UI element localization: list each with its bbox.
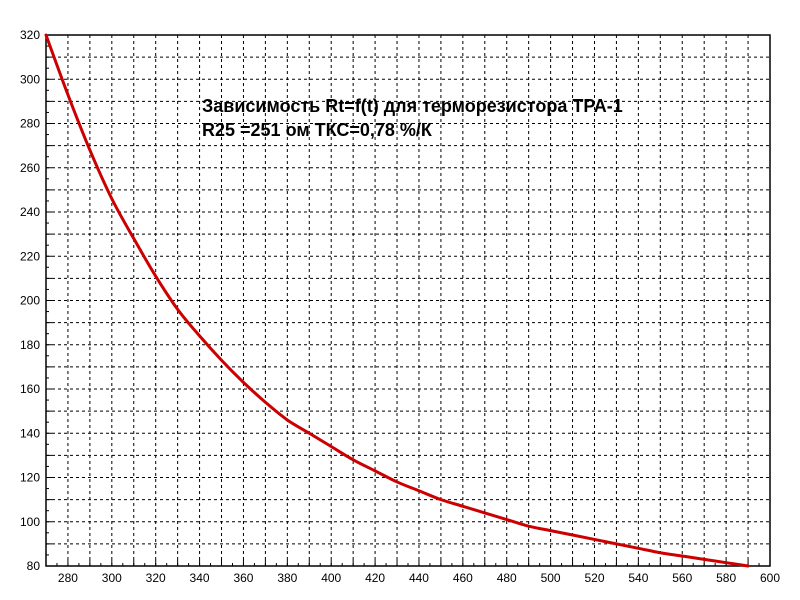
chart-title-line-2: R25 =251 ом ТКС=0,78 %/К xyxy=(202,120,433,140)
minor-grid xyxy=(45,34,771,567)
x-tick-label: 500 xyxy=(541,571,561,585)
y-tick-label: 160 xyxy=(20,382,40,396)
x-tick-label: 540 xyxy=(628,571,648,585)
y-tick-label: 280 xyxy=(20,117,40,131)
tick-marks xyxy=(45,34,771,567)
chart-title: Зависимость Rt=f(t) для терморезистора Т… xyxy=(202,96,623,140)
x-tick-label: 580 xyxy=(716,571,736,585)
x-tick-label: 440 xyxy=(409,571,429,585)
y-tick-label: 240 xyxy=(20,205,40,219)
y-tick-label: 220 xyxy=(20,249,40,263)
y-tick-label: 260 xyxy=(20,161,40,175)
x-tick-label: 360 xyxy=(233,571,253,585)
chart-title-line-1: Зависимость Rt=f(t) для терморезистора Т… xyxy=(202,96,623,116)
y-tick-label: 320 xyxy=(20,28,40,42)
y-tick-label: 120 xyxy=(20,471,40,485)
x-tick-label: 460 xyxy=(453,571,473,585)
y-tick-labels: 80 100 120 140 160 180 200 220 240 260 280 300 320 xyxy=(20,28,40,573)
x-tick-label: 280 xyxy=(58,571,78,585)
x-tick-labels: 280 300 320 340 360 380 400 420 440 460 480 500 520 5… xyxy=(58,571,780,585)
x-tick-label: 520 xyxy=(584,571,604,585)
y-tick-label: 100 xyxy=(20,515,40,529)
y-tick-label: 300 xyxy=(20,72,40,86)
x-tick-label: 340 xyxy=(190,571,210,585)
x-tick-label: 560 xyxy=(672,571,692,585)
x-tick-label: 600 xyxy=(760,571,780,585)
y-tick-label: 180 xyxy=(20,338,40,352)
series-group xyxy=(44,33,750,568)
series-line-0 xyxy=(44,33,750,568)
x-tick-label: 400 xyxy=(321,571,341,585)
x-tick-label: 480 xyxy=(497,571,517,585)
x-tick-label: 420 xyxy=(365,571,385,585)
x-tick-label: 380 xyxy=(277,571,297,585)
x-tick-label: 300 xyxy=(102,571,122,585)
y-tick-label: 80 xyxy=(27,559,41,573)
y-tick-label: 140 xyxy=(20,426,40,440)
y-tick-label: 200 xyxy=(20,294,40,308)
x-tick-label: 320 xyxy=(146,571,166,585)
